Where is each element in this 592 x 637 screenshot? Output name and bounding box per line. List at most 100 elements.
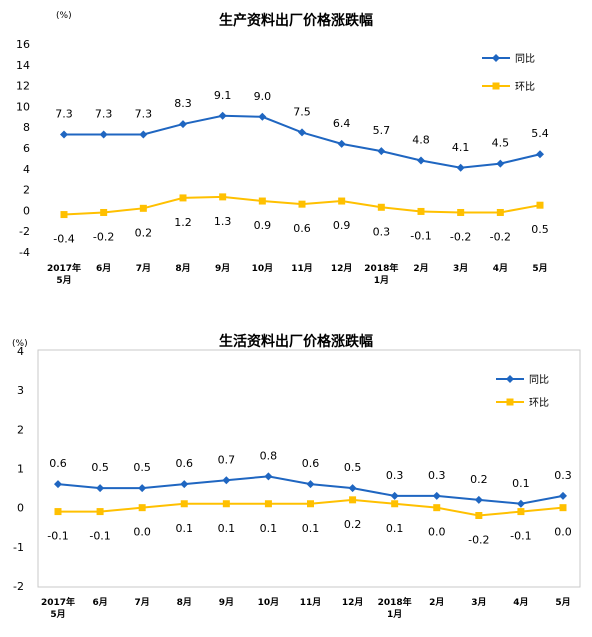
x-tick-label: 11月 [300, 597, 322, 608]
mom-data-label: -0.4 [53, 233, 74, 246]
mom-data-label: -0.1 [510, 530, 531, 543]
yoy-data-label: 0.1 [512, 477, 530, 490]
yoy-data-label: 0.5 [344, 461, 362, 474]
yoy-data-label: 0.2 [470, 473, 488, 486]
yoy-data-point [139, 130, 148, 139]
mom-data-point [179, 194, 187, 202]
yoy-data-label: 4.1 [452, 141, 470, 154]
mom-data-point [139, 204, 147, 212]
yoy-data-point [298, 128, 306, 137]
x-tick-label: 6月 [96, 263, 111, 274]
x-tick-label: 12月 [342, 597, 364, 608]
mom-data-label: 0.9 [254, 219, 272, 232]
y-tick-label: -1 [13, 541, 24, 554]
x-tick-label: 10月 [258, 597, 280, 608]
yoy-data-label: 9.1 [214, 89, 232, 102]
consumer-goods-price-chart: 生活资料出厂价格涨跌幅 (%) -2 -1 0 1 2 3 4 2017年 5月 6月 7月 8月 9月… [12, 333, 581, 620]
yoy-data-label: 7.3 [135, 107, 153, 120]
mom-data-point [180, 500, 188, 508]
yoy-data-label: 0.3 [428, 469, 446, 482]
mom-data-label: -0.1 [410, 229, 431, 242]
y-unit-label: (%) [56, 11, 72, 21]
yoy-data-point [432, 491, 441, 500]
mom-data-label: 1.2 [174, 216, 192, 229]
x-tick-label: 4月 [513, 597, 528, 608]
mom-data-label: 0.1 [386, 522, 404, 535]
yoy-data-label: 4.5 [492, 137, 510, 150]
mom-data-label: 0.0 [133, 526, 151, 539]
yoy-data-point [474, 495, 483, 504]
yoy-data-point [99, 130, 108, 139]
mom-data-label: -0.2 [468, 534, 489, 547]
yoy-data-label: 5.4 [531, 127, 549, 140]
mom-data-label: 0.1 [176, 522, 194, 535]
mom-data-label: -0.2 [93, 230, 114, 243]
yoy-data-label: 0.8 [260, 449, 278, 462]
y-tick-label: 10 [16, 100, 30, 113]
mom-data-point [417, 207, 425, 215]
y-tick-label: 12 [16, 80, 30, 93]
mom-data-label: -0.1 [47, 530, 68, 543]
mom-data-point [517, 508, 525, 516]
yoy-data-point [96, 484, 105, 493]
mom-data-point [54, 508, 62, 516]
yoy-data-point [222, 476, 231, 485]
x-tick-label: 5月 [532, 263, 547, 274]
mom-data-point [138, 504, 146, 512]
y-tick-label: 3 [17, 384, 24, 397]
mom-data-point [433, 504, 441, 512]
legend-yoy-marker [506, 375, 514, 383]
mom-data-label: 0.6 [293, 222, 311, 235]
yoy-data-point [390, 491, 399, 500]
x-tick-label: 2017年 5月 [47, 262, 81, 286]
mom-data-label: 1.3 [214, 215, 232, 228]
mom-data-label: 0.2 [135, 226, 153, 239]
chart-title: 生产资料出厂价格涨跌幅 [219, 12, 373, 29]
x-tick-label: 3月 [453, 263, 468, 274]
x-tick-label: 2018年 1月 [378, 596, 412, 620]
yoy-data-label: 6.4 [333, 117, 351, 130]
x-tick-label: 2月 [429, 597, 444, 608]
mom-data-point [264, 500, 272, 508]
yoy-data-point [348, 484, 357, 493]
yoy-data-label: 0.3 [386, 469, 404, 482]
legend-mom-marker [492, 82, 500, 90]
mom-data-point [391, 500, 399, 508]
yoy-data-label: 0.5 [91, 461, 109, 474]
yoy-data-label: 5.7 [373, 124, 391, 137]
yoy-data-point [377, 147, 386, 156]
x-tick-label: 3月 [471, 597, 486, 608]
legend-yoy-label: 同比 [529, 374, 549, 386]
chart-title: 生活资料出厂价格涨跌幅 [219, 333, 373, 350]
yoy-data-point [60, 130, 68, 139]
mom-data-label: -0.1 [89, 530, 110, 543]
y-tick-label: 14 [16, 59, 30, 72]
y-tick-label: 4 [17, 345, 24, 358]
yoy-data-label: 0.7 [218, 453, 236, 466]
yoy-data-point [516, 499, 525, 508]
mom-data-label: 0.2 [344, 518, 362, 531]
x-tick-label: 2月 [413, 263, 428, 274]
yoy-data-point [179, 120, 187, 129]
mom-data-point [298, 200, 306, 208]
yoy-data-point [138, 484, 147, 493]
y-tick-label: 0 [17, 502, 24, 515]
legend-mom-marker [506, 398, 514, 406]
mom-data-label: 0.1 [260, 522, 278, 535]
y-tick-label: -2 [13, 580, 24, 593]
mom-data-point [219, 193, 227, 201]
mom-data-label: 0.5 [531, 223, 549, 236]
legend-mom-label: 环比 [529, 397, 549, 409]
producer-goods-price-chart: 生产资料出厂价格涨跌幅 (%) -4 -2 0 2 4 6 8 10 12 14 16 2017年 5月… [16, 11, 549, 286]
mom-data-label: 0.0 [428, 526, 446, 539]
yoy-data-label: 7.5 [293, 105, 311, 118]
yoy-data-point [536, 150, 544, 159]
yoy-data-point [306, 480, 315, 489]
yoy-data-label: 9.0 [254, 90, 272, 103]
mom-data-label: -0.2 [450, 230, 471, 243]
y-unit-label: (%) [12, 339, 28, 349]
mom-data-point [349, 496, 357, 504]
x-tick-label: 6月 [92, 597, 107, 608]
x-tick-label: 7月 [136, 263, 151, 274]
y-tick-label: 6 [23, 142, 30, 155]
